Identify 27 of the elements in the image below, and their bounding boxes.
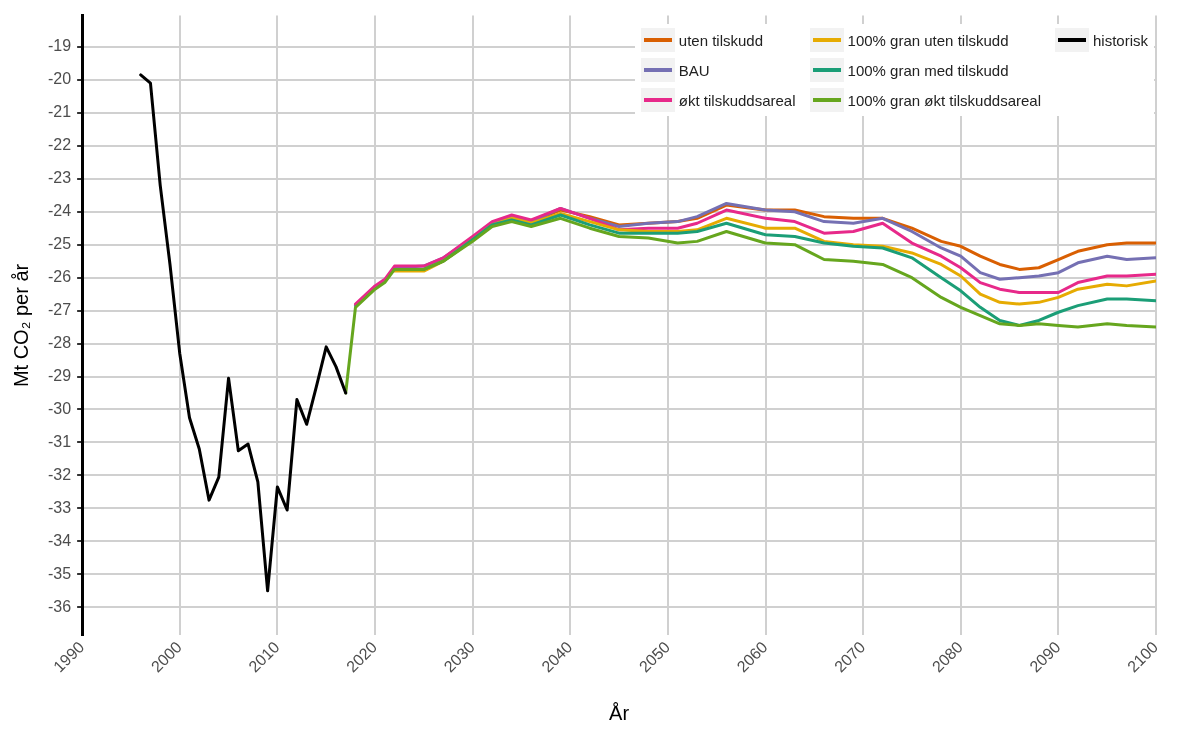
y-tick-label: -32 xyxy=(48,465,72,483)
legend-label: økt tilskuddsareal xyxy=(678,91,796,109)
y-tick-label: -22 xyxy=(48,136,72,154)
y-tick-label: -25 xyxy=(48,235,72,253)
legend-label: BAU xyxy=(678,61,710,79)
y-tick-label: -30 xyxy=(48,399,72,417)
legend-label: 100% gran uten tilskudd xyxy=(847,31,1009,49)
x-axis-title: År xyxy=(609,701,630,724)
y-tick-label: -27 xyxy=(48,301,72,318)
y-tick-label: -34 xyxy=(48,531,72,549)
legend-label: 100% gran økt tilskuddsareal xyxy=(847,91,1041,109)
y-tick-label: -21 xyxy=(48,103,72,121)
y-tick-label: -33 xyxy=(48,498,72,516)
y-tick-label: -35 xyxy=(48,564,72,582)
y-tick-label: -36 xyxy=(48,597,72,615)
y-tick-label: -19 xyxy=(48,37,72,55)
y-tick-label: -26 xyxy=(48,268,72,286)
y-tick-label: -23 xyxy=(48,169,72,187)
y-tick-label: -24 xyxy=(48,202,72,220)
legend-label: historisk xyxy=(1092,31,1148,49)
y-axis-title: Mt CO₂ per år xyxy=(9,263,32,388)
y-tick-label: -20 xyxy=(48,70,72,88)
legend-label: uten tilskudd xyxy=(678,31,764,49)
y-tick-label: -29 xyxy=(48,366,72,384)
y-tick-label: -31 xyxy=(48,432,72,450)
legend-label: 100% gran med tilskudd xyxy=(847,61,1009,79)
y-tick-label: -28 xyxy=(48,333,72,351)
